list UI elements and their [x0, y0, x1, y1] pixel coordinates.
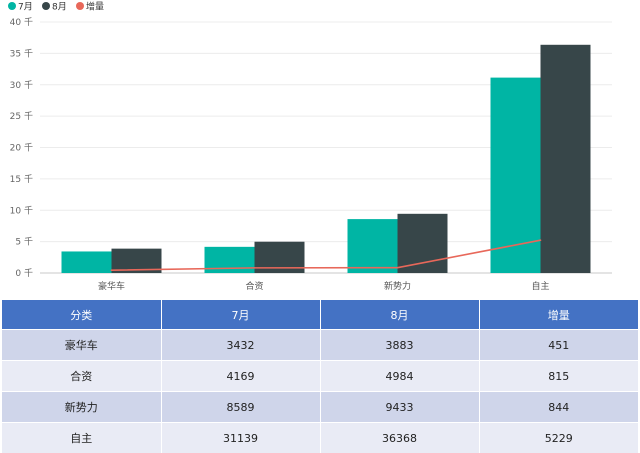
- cell-category: 合资: [2, 361, 161, 392]
- bar-july: [348, 219, 398, 273]
- legend-label: 8月: [52, 2, 67, 13]
- cell-july: 31139: [161, 423, 320, 453]
- cell-july: 3432: [161, 330, 320, 361]
- y-tick-label: 5 千: [15, 237, 33, 248]
- y-tick-label: 10 千: [10, 205, 33, 216]
- header-august: 8月: [320, 300, 479, 330]
- y-tick-label: 35 千: [10, 48, 33, 59]
- bar-july: [62, 251, 112, 273]
- header-category: 分类: [2, 300, 161, 330]
- cell-july: 8589: [161, 392, 320, 423]
- table-header-row: 分类 7月 8月 增量: [2, 300, 638, 330]
- combo-chart: 0 千 5 千 10 千 15 千 20 千 25 千 30 千 35 千 40 千豪华车 合资 新…: [0, 0, 640, 298]
- increase-point: [397, 267, 399, 269]
- cell-increase: 5229: [479, 423, 638, 453]
- cell-august: 4984: [320, 361, 479, 392]
- y-tick-label: 20 千: [10, 143, 33, 154]
- data-table: 分类 7月 8月 增量 豪华车 3432 3883 451 合资 4169 49…: [2, 300, 638, 453]
- x-category-label: 豪华车: [98, 280, 125, 292]
- x-category-label: 合资: [245, 280, 263, 292]
- cell-increase: 451: [479, 330, 638, 361]
- increase-line: [112, 240, 541, 270]
- cell-august: 36368: [320, 423, 479, 453]
- cell-increase: 815: [479, 361, 638, 392]
- x-category-label: 新势力: [384, 280, 411, 292]
- legend-label: 增量: [86, 1, 104, 13]
- increase-point: [111, 269, 113, 271]
- bar-august: [541, 45, 591, 273]
- cell-category: 新势力: [2, 392, 161, 423]
- cell-august: 3883: [320, 330, 479, 361]
- cell-category: 豪华车: [2, 330, 161, 361]
- bar-august: [398, 214, 448, 273]
- bar-july: [491, 78, 541, 273]
- increase-point: [540, 239, 542, 241]
- legend-marker: [42, 2, 50, 10]
- table-row: 豪华车 3432 3883 451: [2, 330, 638, 361]
- legend-marker: [76, 2, 84, 10]
- cell-july: 4169: [161, 361, 320, 392]
- y-tick-label: 30 千: [10, 80, 33, 91]
- table-row: 合资 4169 4984 815: [2, 361, 638, 392]
- increase-point: [254, 267, 256, 269]
- x-category-label: 自主: [531, 280, 549, 292]
- y-tick-label: 15 千: [10, 174, 33, 185]
- y-tick-label: 0 千: [15, 268, 33, 279]
- y-tick-label: 25 千: [10, 111, 33, 122]
- cell-category: 自主: [2, 423, 161, 453]
- header-increase: 增量: [479, 300, 638, 330]
- legend-marker: [8, 2, 16, 10]
- header-july: 7月: [161, 300, 320, 330]
- cell-august: 9433: [320, 392, 479, 423]
- table-row: 新势力 8589 9433 844: [2, 392, 638, 423]
- table-row: 自主 31139 36368 5229: [2, 423, 638, 453]
- y-tick-label: 40 千: [10, 17, 33, 28]
- legend-label: 7月: [18, 2, 33, 13]
- cell-increase: 844: [479, 392, 638, 423]
